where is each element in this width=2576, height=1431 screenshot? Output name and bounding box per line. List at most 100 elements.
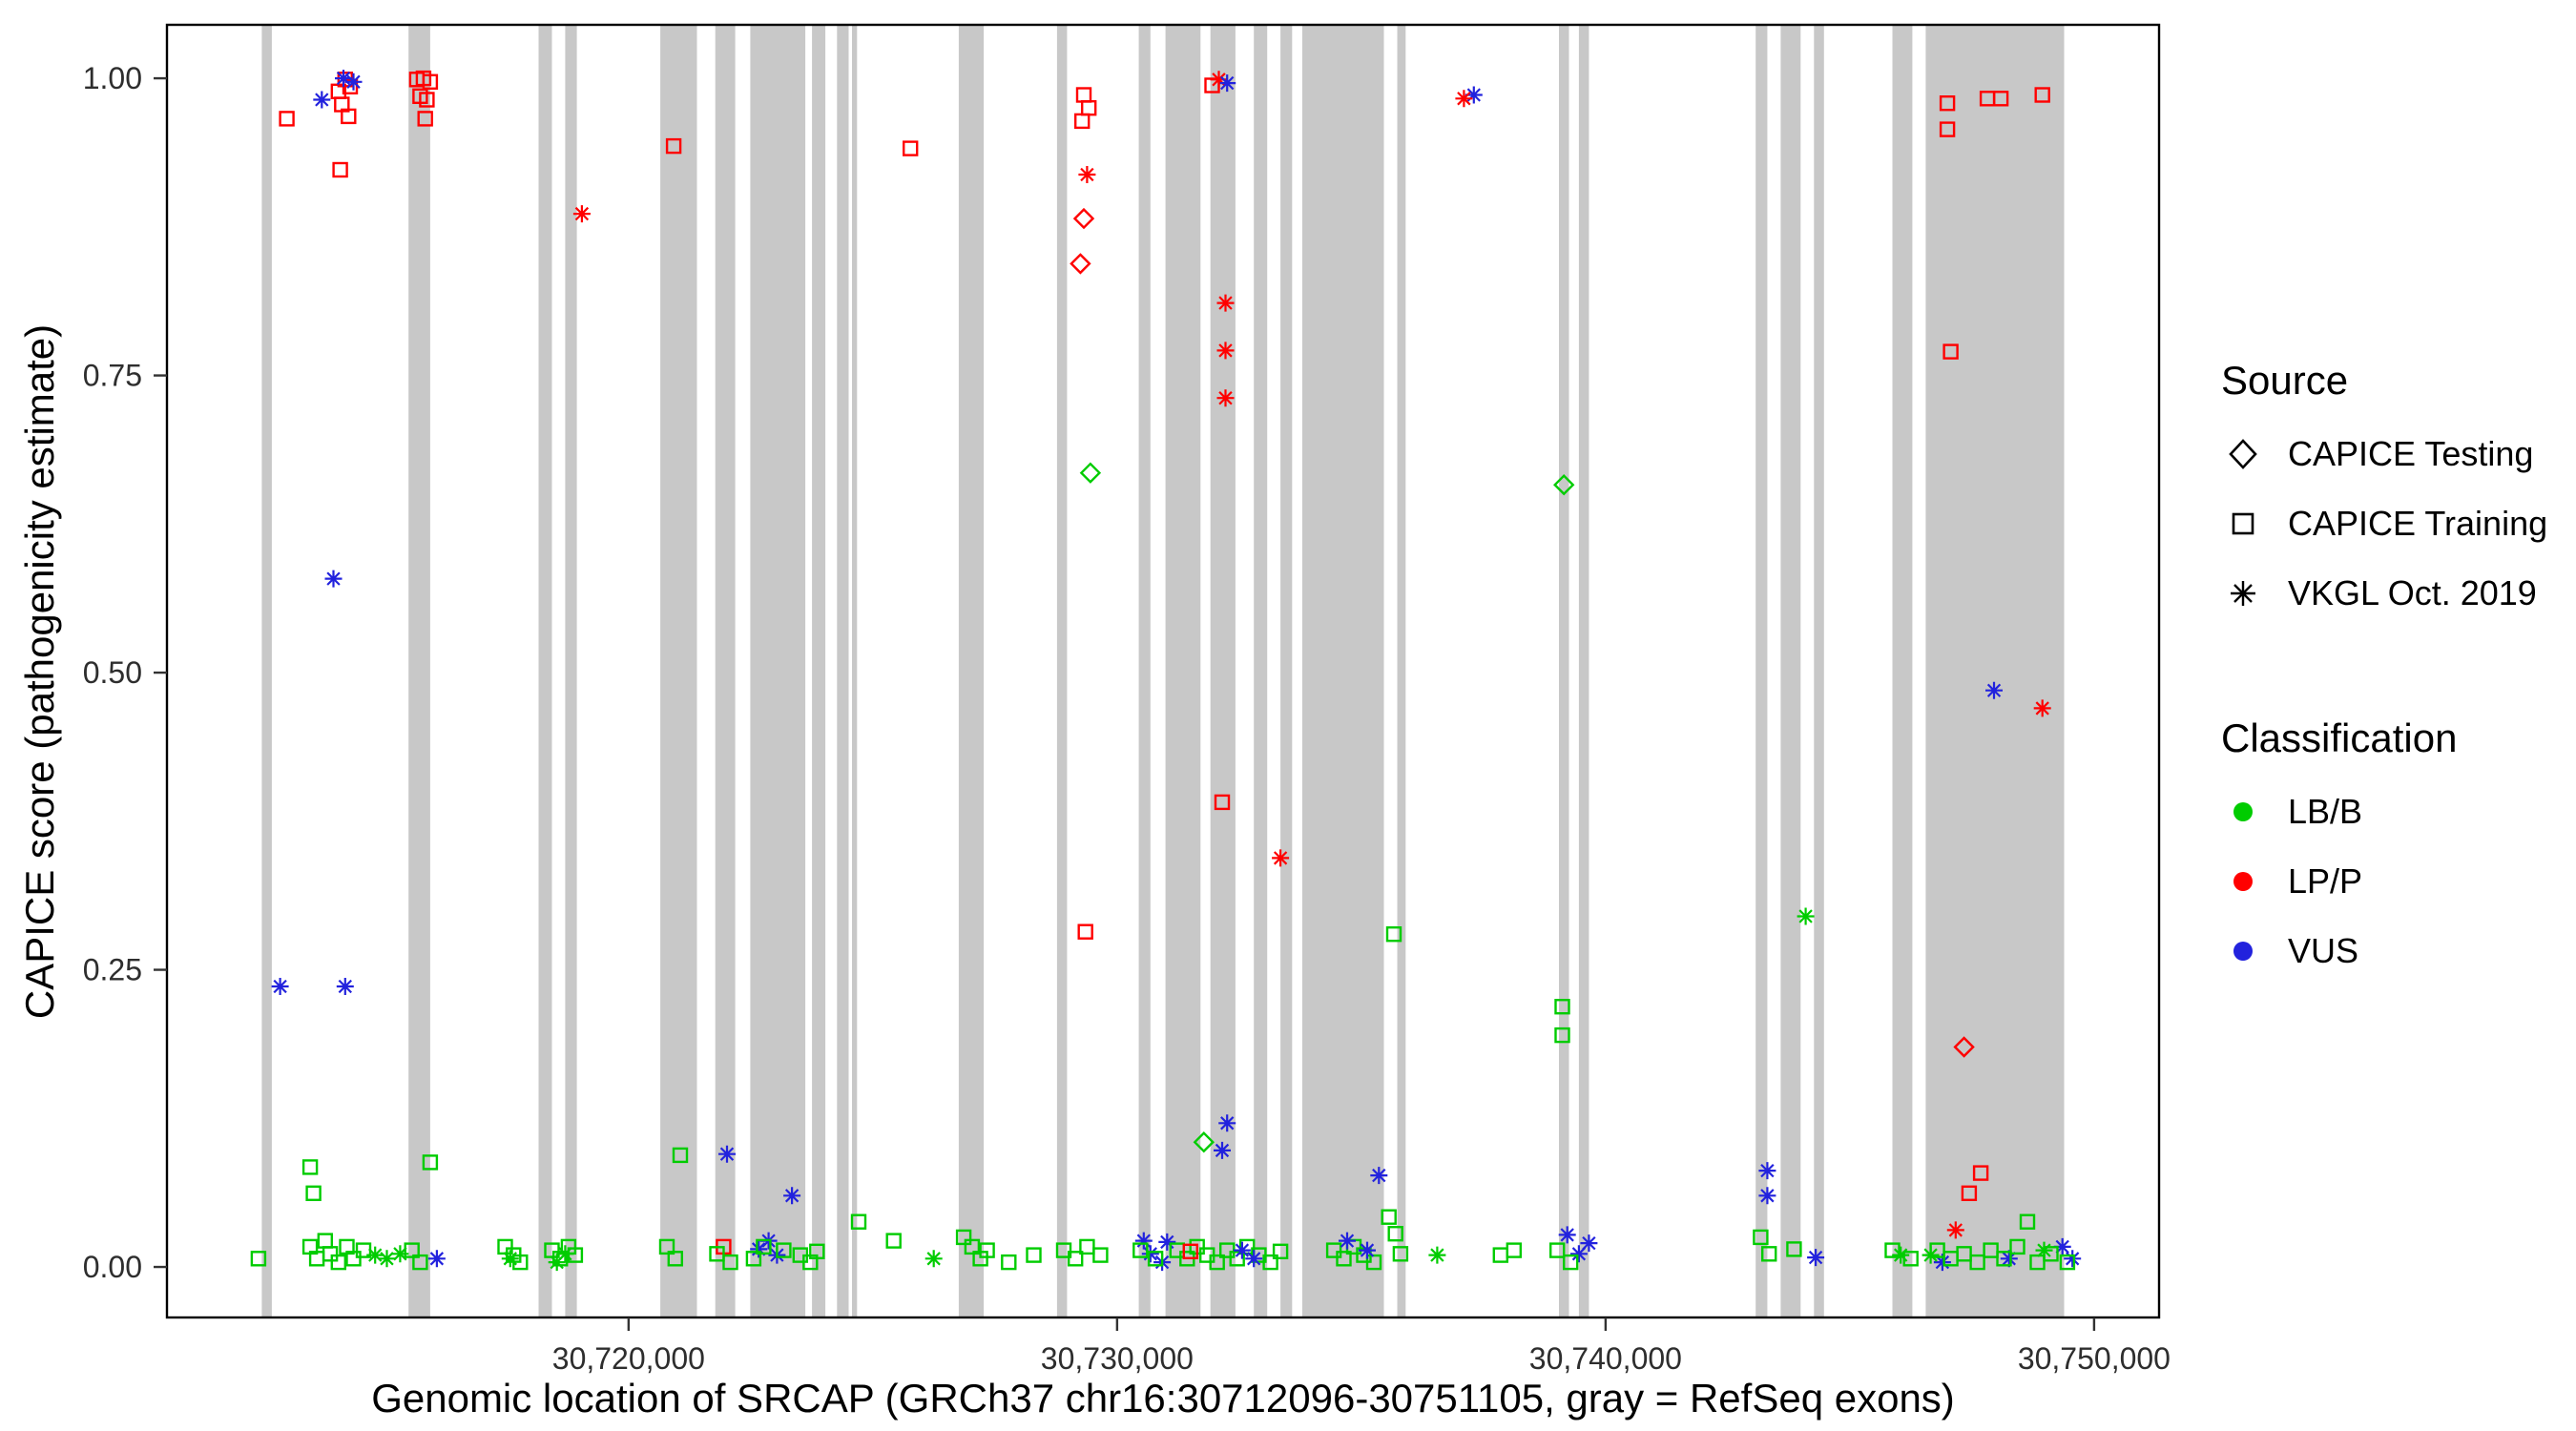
y-tick-label: 0.25 xyxy=(83,953,142,987)
data-point xyxy=(1985,681,2003,699)
data-point xyxy=(1892,1246,1910,1264)
data-point xyxy=(1953,1036,1975,1058)
data-point xyxy=(1922,1246,1940,1264)
data-point xyxy=(1079,1238,1095,1255)
data-point xyxy=(1182,1243,1199,1260)
data-point xyxy=(1942,343,1959,360)
data-point xyxy=(548,1254,566,1272)
data-point xyxy=(1262,1254,1278,1271)
data-point xyxy=(1946,1221,1964,1239)
data-point xyxy=(1214,1141,1231,1159)
data-point xyxy=(1229,1251,1245,1267)
legend: Source CAPICE Testing CAPICE Training VK… xyxy=(2221,357,2576,1073)
data-point xyxy=(1797,907,1815,925)
data-point xyxy=(567,1247,584,1263)
legend-item-vkgl: VKGL Oct. 2019 xyxy=(2221,567,2576,619)
data-point xyxy=(1245,1250,1263,1268)
data-point xyxy=(979,1242,995,1258)
data-point xyxy=(756,1238,772,1255)
data-point xyxy=(1209,1254,1225,1271)
exon-band xyxy=(1892,25,1913,1317)
exon-band xyxy=(261,25,272,1317)
data-point xyxy=(1506,1242,1523,1258)
data-point xyxy=(427,1250,446,1268)
data-point xyxy=(1238,1238,1256,1255)
blue-dot-icon xyxy=(2221,929,2265,973)
exon-band xyxy=(1056,25,1068,1317)
exon-band xyxy=(1301,25,1384,1317)
data-point xyxy=(709,1246,725,1262)
data-point xyxy=(1272,1243,1289,1260)
exon-band xyxy=(1925,25,2065,1317)
data-point xyxy=(391,1245,409,1263)
data-point xyxy=(1339,1232,1356,1250)
data-point xyxy=(317,1233,333,1249)
legend-label: VUS xyxy=(2288,931,2359,971)
data-point xyxy=(1218,1114,1236,1132)
data-point xyxy=(501,1250,519,1268)
legend-source-items: CAPICE Testing CAPICE Training VKGL Oct.… xyxy=(2221,427,2576,619)
data-point xyxy=(1492,1247,1509,1263)
data-point xyxy=(1336,1251,1352,1267)
y-tick-label: 1.00 xyxy=(83,61,142,95)
data-point xyxy=(1884,1242,1901,1258)
data-point xyxy=(1548,1242,1566,1258)
data-point xyxy=(279,111,295,127)
data-point xyxy=(672,1147,689,1164)
data-point xyxy=(1758,1162,1776,1180)
data-point xyxy=(404,1242,420,1258)
asterisk-icon xyxy=(2221,571,2265,615)
data-point xyxy=(1428,1246,1446,1264)
data-point xyxy=(324,570,343,588)
exon-band xyxy=(958,25,985,1317)
legend-item-lbb: LB/B xyxy=(2221,786,2576,839)
data-point xyxy=(1580,1234,1598,1253)
legend-item-vus: VUS xyxy=(2221,925,2576,978)
exon-band xyxy=(538,25,552,1317)
data-point xyxy=(1077,923,1093,940)
data-point xyxy=(1218,74,1236,93)
data-point xyxy=(1272,849,1290,867)
exon-band xyxy=(1210,25,1236,1317)
data-point xyxy=(1359,1241,1376,1259)
data-point xyxy=(1325,1242,1342,1258)
data-point xyxy=(305,1185,322,1202)
data-point xyxy=(1073,113,1091,130)
exon-band xyxy=(1578,25,1589,1317)
data-point xyxy=(667,1251,683,1267)
data-point xyxy=(1078,166,1096,183)
data-point xyxy=(1933,1254,1951,1272)
data-point xyxy=(776,1242,792,1258)
data-point xyxy=(335,70,352,88)
data-point xyxy=(1070,253,1091,275)
data-point xyxy=(1387,1225,1403,1242)
legend-classification-title: Classification xyxy=(2221,716,2458,761)
data-point xyxy=(412,1254,428,1271)
data-point xyxy=(1026,1247,1042,1263)
data-point xyxy=(1902,1251,1919,1267)
data-point xyxy=(313,91,331,109)
data-point xyxy=(2059,1254,2076,1271)
data-point xyxy=(1562,1254,1579,1271)
data-point xyxy=(1132,1242,1149,1258)
data-point xyxy=(1956,1246,1972,1262)
exon-band xyxy=(565,25,577,1317)
data-point xyxy=(1558,1226,1576,1244)
data-point xyxy=(1080,99,1097,116)
data-point xyxy=(885,1233,902,1249)
legend-label: CAPICE Training xyxy=(2288,503,2548,543)
data-point xyxy=(301,1159,319,1175)
data-point xyxy=(417,111,433,127)
data-point xyxy=(1233,1241,1251,1259)
exon-band xyxy=(1397,25,1406,1317)
data-point xyxy=(344,73,363,91)
data-point xyxy=(322,1246,339,1262)
x-axis-title: Genomic location of SRCAP (GRCh37 chr16:… xyxy=(371,1376,1955,1421)
data-point xyxy=(2064,1250,2082,1268)
data-point xyxy=(783,1187,801,1205)
legend-label: VKGL Oct. 2019 xyxy=(2288,572,2537,612)
data-point xyxy=(572,205,591,223)
legend-classification-items: LB/B LP/P VUS xyxy=(2221,786,2576,978)
data-point xyxy=(1760,1246,1777,1262)
